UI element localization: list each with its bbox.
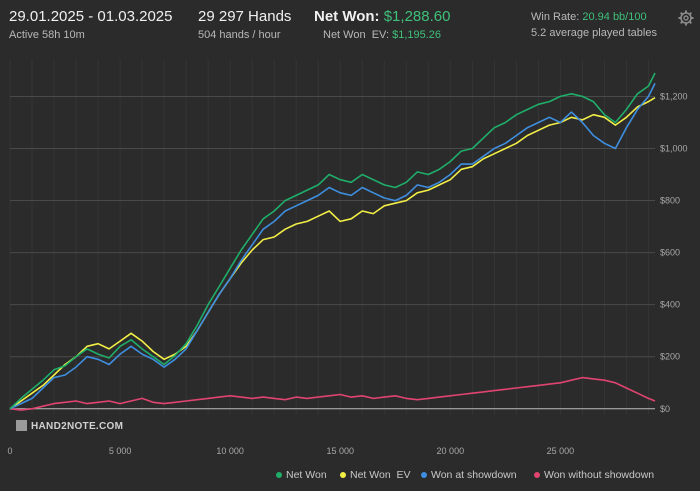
y-tick-label: $800 bbox=[660, 196, 680, 206]
legend-label: Won at showdown bbox=[431, 469, 517, 481]
legend-item[interactable]: Won without showdown bbox=[534, 469, 654, 481]
series-line-won-without-showdown bbox=[9, 376, 656, 411]
x-tick-label: 10 000 bbox=[216, 446, 244, 456]
hands-per-hour: 504 hands / hour bbox=[198, 29, 281, 41]
x-tick-label: 20 000 bbox=[437, 446, 465, 456]
active-time: Active 58h 10m bbox=[9, 29, 85, 41]
gear-icon[interactable] bbox=[678, 10, 694, 26]
hands-count: 29 297 Hands bbox=[198, 8, 292, 25]
y-tick-label: $200 bbox=[660, 352, 680, 362]
date-range: 29.01.2025 - 01.03.2025 bbox=[9, 8, 173, 25]
net-won-summary: Net Won: $1,288.60 bbox=[314, 8, 450, 25]
net-won-label: Net Won: bbox=[314, 8, 380, 25]
average-tables: 5.2 average played tables bbox=[531, 27, 657, 39]
win-rate: Win Rate: 20.94 bb/100 bbox=[531, 11, 647, 23]
y-tick-label: $600 bbox=[660, 248, 680, 258]
series-line-net-won bbox=[9, 72, 656, 410]
legend-item[interactable]: Net Won bbox=[276, 469, 327, 481]
y-tick-label: $1,200 bbox=[660, 91, 688, 101]
legend-dot-icon bbox=[534, 472, 540, 479]
win-rate-value: 20.94 bb/100 bbox=[582, 11, 647, 23]
y-tick-label: $1,000 bbox=[660, 144, 688, 154]
x-tick-label: 0 bbox=[7, 446, 12, 456]
hand2note-logo: HAND2NOTE.COM bbox=[16, 420, 123, 432]
legend-dot-icon bbox=[421, 472, 427, 479]
win-rate-label: Win Rate: bbox=[531, 11, 580, 23]
series-line-net-won-ev bbox=[9, 97, 656, 410]
x-tick-label: 25 000 bbox=[547, 446, 575, 456]
net-won-ev-summary: Net Won EV: $1,195.26 bbox=[323, 29, 441, 41]
legend-dot-icon bbox=[276, 472, 282, 479]
legend-dot-icon bbox=[340, 472, 346, 479]
y-tick-label: $0 bbox=[660, 404, 670, 414]
series-line-won-at-showdown bbox=[9, 83, 656, 410]
legend-label: Net Won bbox=[286, 469, 327, 481]
hand2note-logo-icon bbox=[16, 420, 27, 431]
logo-text: HAND2NOTE.COM bbox=[31, 421, 124, 432]
net-won-ev-label: Net Won EV: bbox=[323, 29, 390, 41]
y-tick-label: $400 bbox=[660, 300, 680, 310]
net-won-ev-value: $1,195.26 bbox=[392, 29, 442, 41]
legend-label: Won without showdown bbox=[544, 469, 655, 481]
legend-item[interactable]: Net Won EV bbox=[340, 469, 411, 481]
x-tick-label: 5 000 bbox=[109, 446, 132, 456]
legend-item[interactable]: Won at showdown bbox=[421, 469, 517, 481]
legend-label: Net Won EV bbox=[350, 469, 411, 481]
net-won-value: $1,288.60 bbox=[383, 8, 451, 25]
x-tick-label: 15 000 bbox=[326, 446, 354, 456]
